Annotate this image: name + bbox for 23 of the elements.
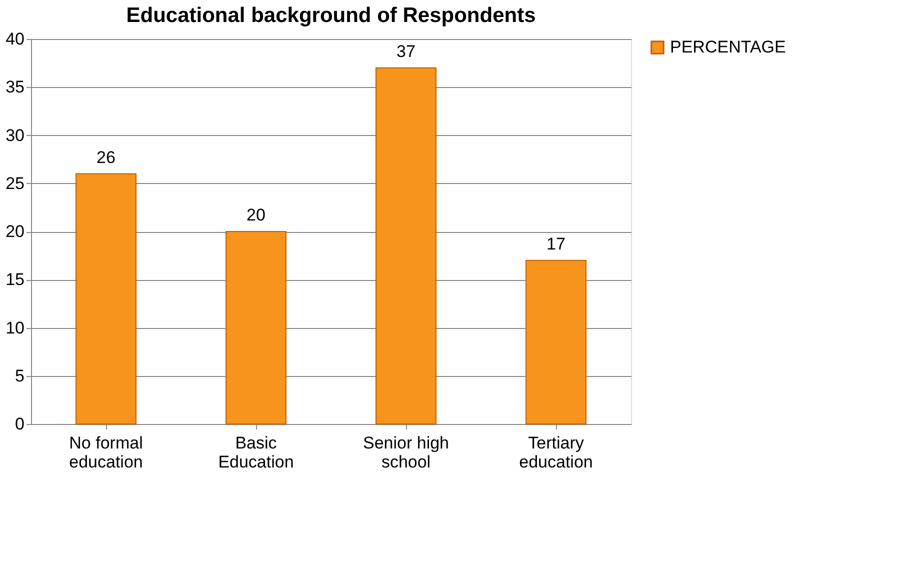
y-tick-label: 5 xyxy=(15,366,24,386)
y-tick-label: 0 xyxy=(15,414,24,434)
bar xyxy=(376,67,436,424)
data-label: 20 xyxy=(246,206,266,224)
y-tick-label: 20 xyxy=(6,222,24,241)
y-tick-label: 40 xyxy=(6,30,24,48)
y-tick-label: 25 xyxy=(6,174,24,193)
legend-label: PERCENTAGE xyxy=(670,38,786,56)
x-tick-label: No formal education xyxy=(69,434,143,472)
x-tick-label: Basic Education xyxy=(218,434,294,472)
y-tick-label: 15 xyxy=(6,270,24,290)
x-tick-label: Tertiary education xyxy=(519,434,593,472)
data-label: 17 xyxy=(546,234,566,254)
bar xyxy=(76,173,136,424)
x-tick-label: Senior high school xyxy=(362,434,450,472)
bar xyxy=(226,231,286,424)
bar xyxy=(526,260,586,424)
chart-title: Educational background of Respondents xyxy=(126,4,536,27)
data-label: 37 xyxy=(396,42,416,61)
y-tick-label: 10 xyxy=(6,318,24,338)
data-label: 26 xyxy=(96,148,116,167)
y-tick-label: 30 xyxy=(6,126,24,145)
y-tick-label: 35 xyxy=(6,78,24,97)
